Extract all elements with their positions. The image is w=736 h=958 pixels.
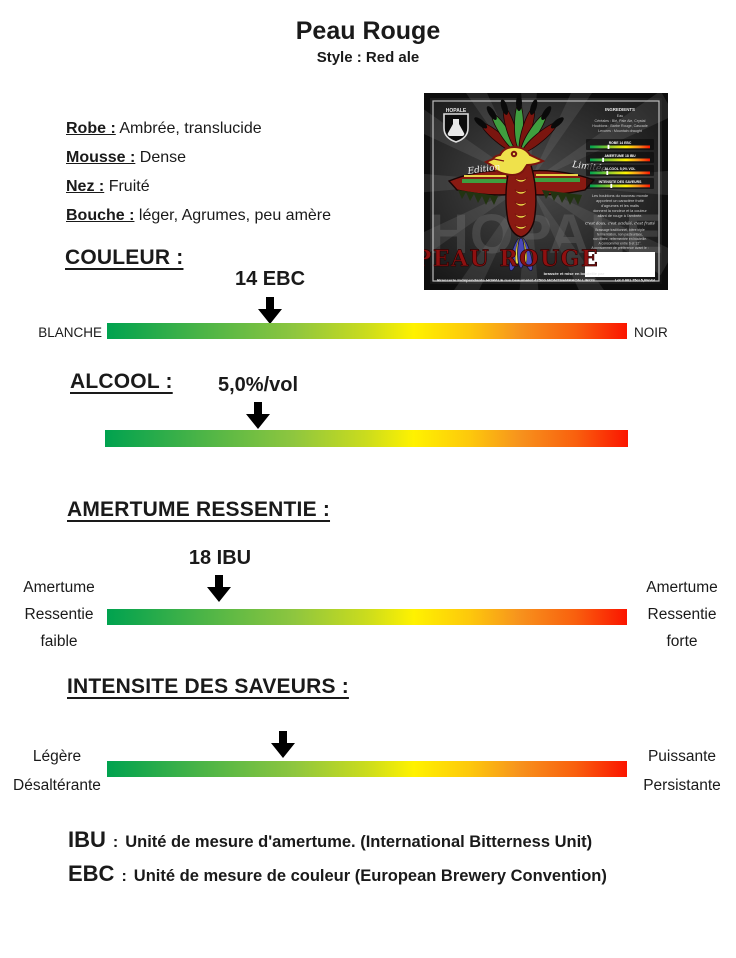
- description-line: donnent la rondeur et la couleur: [593, 209, 647, 213]
- definition-ebc-separator: :: [121, 868, 127, 885]
- amertume-marker-arrow-icon: [206, 575, 232, 602]
- beer-label-image: HOPALE HOPALE: [369, 23, 689, 343]
- amertume-right-label: Amertume Ressentie forte: [630, 574, 734, 655]
- note-robe: Robe : Ambrée, translucide: [66, 114, 331, 143]
- saveurs-left-label: Légère Désaltérante: [2, 742, 112, 800]
- info-line: A consommer entre 6 et 12°.: [598, 242, 641, 246]
- ingredients-line: Levures : Mountain draught: [598, 129, 642, 133]
- label-inner-border: [432, 100, 660, 282]
- bottled-line: brassée et mise en bouteille par: [544, 271, 605, 276]
- alcool-marker-label: 5,0%/vol: [217, 374, 299, 396]
- amertume-left-label: Amertume Ressentie faible: [8, 574, 110, 655]
- brewery-logo: HOPALE: [443, 108, 469, 143]
- ingredients-title: INGREDIENTS: [605, 107, 635, 112]
- mini-gauge-robe: ROBE 14 EBC: [586, 139, 654, 150]
- brewery-logo-text: HOPALE: [446, 108, 467, 114]
- beer-label-svg: HOPALE HOPALE: [369, 23, 689, 343]
- couleur-scale-bar: [107, 323, 627, 339]
- amertume-right-line: Ressentie: [647, 606, 717, 623]
- definition-ebc-text: Unité de mesure de couleur (European Bre…: [133, 867, 607, 885]
- saveurs-right-line: Persistante: [643, 777, 721, 794]
- note-robe-value: Ambrée, translucide: [119, 120, 262, 137]
- saveurs-marker-arrow-icon: [270, 731, 296, 758]
- saveurs-left-line: Désaltérante: [13, 777, 101, 794]
- ingredients-line: Céréales : Blé, Pale Ale, Crystal: [595, 119, 646, 123]
- saveurs-right-label: Puissante Persistante: [628, 742, 736, 800]
- heading-couleur: COULEUR :: [65, 246, 184, 269]
- amertume-scale-bar: [107, 609, 627, 625]
- info-line: non filtrée, refermentée en bouteille.: [593, 237, 647, 241]
- amertume-left-line: Ressentie: [24, 606, 94, 623]
- heading-saveurs: INTENSITE DES SAVEURS :: [67, 675, 349, 698]
- info-line: fermentation, non pasteurisée,: [597, 233, 643, 237]
- page-subtitle: Style : Red ale: [316, 49, 420, 66]
- note-nez-label: Nez :: [66, 178, 105, 195]
- beer-name: PEAU ROUGE: [424, 246, 599, 272]
- mini-gauge-amertume: AMERTUME 18 IBU: [586, 152, 654, 163]
- note-bouche-value: léger, Agrumes, peu amère: [138, 207, 332, 224]
- svg-text:ALCOOL 5,0% VOL: ALCOOL 5,0% VOL: [605, 167, 636, 171]
- page-title: Peau Rouge: [295, 17, 441, 45]
- flask-icon: [447, 119, 465, 137]
- note-bouche-label: Bouche :: [66, 207, 135, 224]
- tasting-notes: Robe : Ambrée, translucide Mousse : Dens…: [66, 114, 331, 230]
- description-line: allant de rouge à l'ambrée.: [598, 214, 643, 218]
- script-line: C'est doux, c'est acidulé, c'est fruité: [585, 221, 656, 226]
- heading-amertume: AMERTUME RESSENTIE :: [67, 498, 331, 521]
- note-mousse-value: Dense: [139, 149, 187, 166]
- ingredients-line: Houblons : Barbe Rouge, Cascade: [592, 124, 648, 128]
- description-line: apportent un caractère fruité: [596, 199, 644, 203]
- definition-ebc: EBC : Unité de mesure de couleur (Europe…: [68, 861, 607, 887]
- ingredients-line: Eau: [617, 114, 623, 118]
- edition-script-left: Edition: [466, 162, 501, 177]
- heading-alcool: ALCOOL :: [70, 370, 173, 393]
- tail-feathers: [509, 237, 533, 272]
- label-right-panel: INGREDIENTS Eau Céréales : Blé, Pale Ale…: [585, 107, 656, 277]
- definition-ibu-term: IBU: [68, 827, 106, 852]
- description-line: d'agrumes et les malts: [601, 204, 639, 208]
- description-line: Les houblons du nouveau monde: [592, 194, 648, 198]
- amertume-right-line: forte: [666, 633, 698, 650]
- couleur-marker-label: 14 EBC: [234, 268, 306, 290]
- saveurs-left-line: Légère: [32, 748, 82, 765]
- alcool-marker-arrow-icon: [245, 402, 271, 429]
- amertume-left-line: Amertume: [23, 579, 95, 596]
- note-bouche: Bouche : léger, Agrumes, peu amère: [66, 201, 331, 230]
- definition-ibu-separator: :: [112, 834, 119, 851]
- mini-gauge-saveurs: INTENSITE DES SAVEURS: [586, 178, 654, 189]
- note-nez: Nez : Fruité: [66, 172, 331, 201]
- definition-ebc-term: EBC: [68, 861, 115, 886]
- saveurs-scale-bar: [107, 761, 627, 777]
- best-before-box: [585, 252, 655, 277]
- mini-gauge-alcool: ALCOOL 5,0% VOL: [586, 165, 654, 176]
- couleur-left-label: BLANCHE: [38, 325, 102, 340]
- definition-ibu: IBU : Unité de mesure d'amertume. (Inter…: [68, 827, 592, 853]
- amertume-left-line: faible: [40, 633, 78, 650]
- bird-head: [483, 145, 546, 176]
- note-mousse: Mousse : Dense: [66, 143, 331, 172]
- thunderbird-illustration: Edition Limitée: [447, 95, 607, 272]
- alcool-scale-bar: [105, 430, 628, 447]
- lot-info: Lot # 001 75cl 5,0%Vol: [615, 279, 655, 283]
- svg-text:AMERTUME 18 IBU: AMERTUME 18 IBU: [604, 154, 636, 158]
- info-line: Brassage traditionnel, bière triple: [595, 228, 645, 232]
- saveurs-right-line: Puissante: [647, 748, 717, 765]
- amertume-marker-label: 18 IBU: [188, 547, 252, 569]
- couleur-marker-arrow-icon: [257, 297, 283, 324]
- brewery-line: Brasserie Indépendante HOPALE rue beauma…: [437, 279, 596, 283]
- amertume-right-line: Amertume: [646, 579, 718, 596]
- note-mousse-label: Mousse :: [66, 149, 136, 166]
- body-feathers: [514, 176, 528, 230]
- svg-text:ROBE 14 EBC: ROBE 14 EBC: [609, 141, 632, 145]
- note-nez-value: Fruité: [108, 178, 150, 195]
- svg-text:INTENSITE DES SAVEURS: INTENSITE DES SAVEURS: [599, 180, 642, 184]
- info-line: A consommer de préférence avant le :: [591, 246, 648, 250]
- definition-ibu-text: Unité de mesure d'amertume. (Internation…: [125, 833, 593, 851]
- couleur-right-label: NOIR: [634, 325, 668, 340]
- note-robe-label: Robe :: [66, 120, 116, 137]
